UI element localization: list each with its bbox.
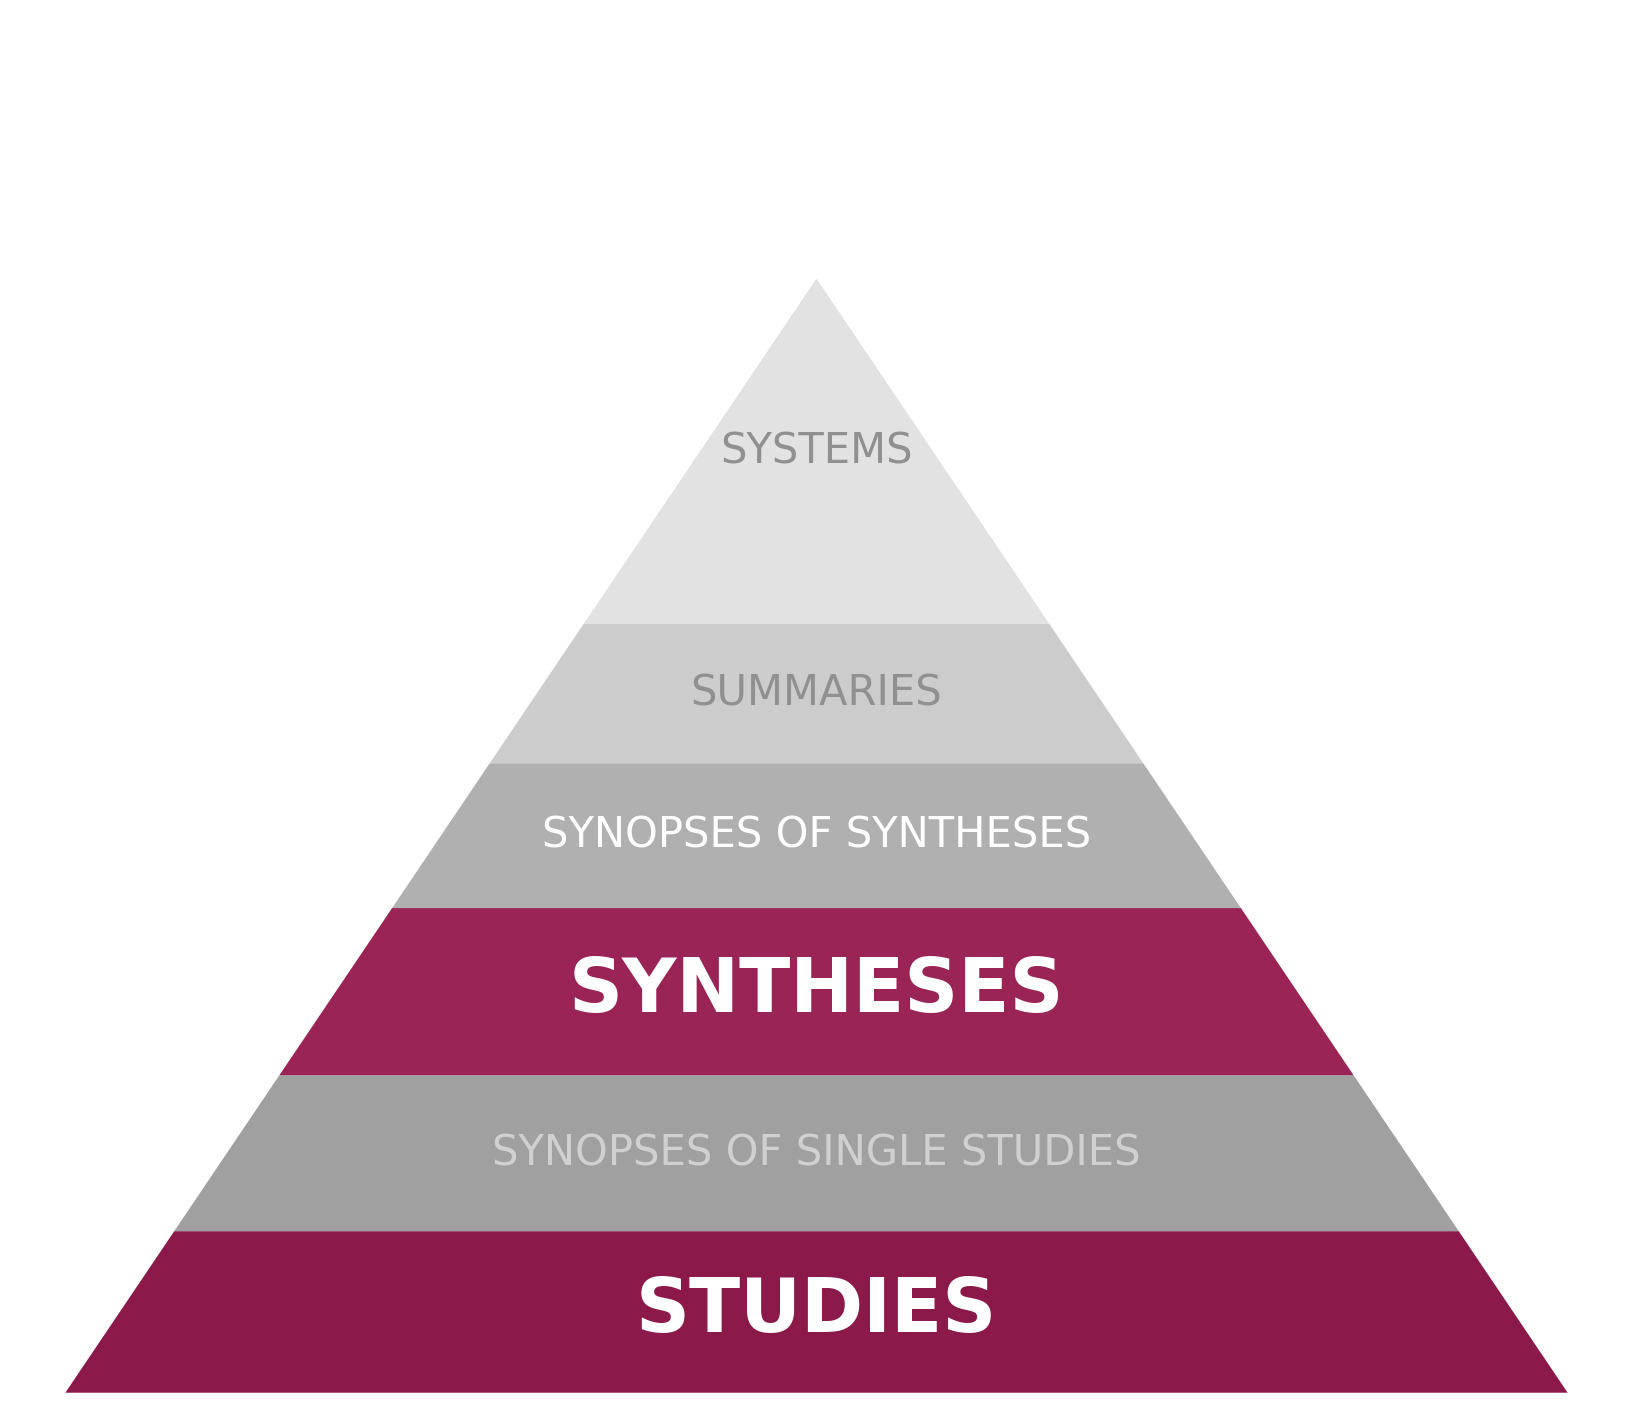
- Polygon shape: [583, 279, 1049, 624]
- Polygon shape: [175, 1075, 1457, 1231]
- Polygon shape: [65, 1231, 1567, 1392]
- Text: SYNOPSES OF SINGLE STUDIES: SYNOPSES OF SINGLE STUDIES: [491, 1132, 1141, 1174]
- Text: SYNTHESES: SYNTHESES: [568, 955, 1064, 1029]
- Text: SUMMARIES: SUMMARIES: [690, 672, 942, 715]
- Polygon shape: [279, 908, 1353, 1075]
- Text: SYNOPSES OF SYNTHESES: SYNOPSES OF SYNTHESES: [542, 815, 1090, 856]
- Polygon shape: [490, 624, 1142, 763]
- Polygon shape: [392, 763, 1240, 908]
- Text: STUDIES: STUDIES: [635, 1275, 997, 1348]
- Text: SYSTEMS: SYSTEMS: [720, 430, 912, 473]
